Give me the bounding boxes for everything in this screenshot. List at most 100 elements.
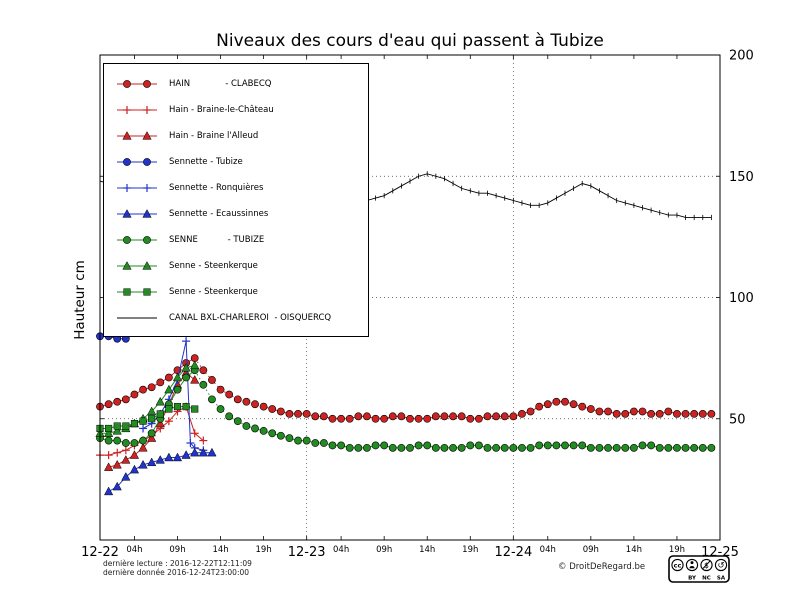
by-icon [685, 558, 699, 572]
data-point-triangle [181, 362, 191, 372]
legend: HAIN - CLABECQ Hain - Braine-le-Château Ha… [103, 63, 369, 337]
data-point-circle [629, 407, 638, 416]
copyright-text: © DroitDeRegard.be [558, 562, 646, 572]
data-point-circle [681, 409, 690, 418]
legend-marker-sample [117, 209, 157, 218]
x-major-tick-label: 12-23 [288, 545, 326, 560]
data-point-circle [311, 412, 320, 421]
data-point-circle [664, 407, 673, 416]
svg-text:$: $ [704, 561, 709, 570]
data-point-circle [518, 443, 526, 452]
data-point-circle [423, 414, 432, 423]
legend-marker-sample [117, 184, 157, 192]
data-point-circle [143, 236, 151, 244]
data-point-circle [143, 80, 151, 88]
data-point-circle [690, 409, 699, 418]
data-point-triangle [112, 459, 122, 469]
data-point-circle [123, 80, 131, 88]
y-axis-label: Hauteur cm [72, 260, 88, 340]
data-point-circle [612, 409, 621, 418]
data-point-triangle [190, 447, 200, 457]
data-point-circle [294, 436, 302, 445]
x-minor-tick-label: 09h [583, 545, 599, 555]
data-point-circle [311, 439, 320, 447]
data-point-triangle [112, 425, 122, 435]
data-point-triangle [138, 459, 148, 469]
data-point-circle [371, 441, 380, 450]
data-point-circle [612, 443, 621, 452]
data-point-circle [363, 443, 371, 452]
data-point-circle [268, 429, 277, 438]
legend-item-label: HAIN - CLABECQ [169, 79, 272, 89]
data-point-circle [586, 405, 595, 413]
data-point-circle [698, 443, 707, 452]
y-tick-label: 50 [729, 412, 746, 427]
data-point-circle [345, 443, 354, 452]
data-point-circle [690, 443, 699, 452]
data-point-triangle [142, 209, 152, 218]
data-point-circle [457, 443, 466, 452]
data-point-circle [586, 443, 595, 452]
data-point-circle [123, 158, 131, 166]
data-point-circle [440, 443, 449, 452]
data-point-circle [302, 409, 311, 418]
data-point-circle [371, 414, 380, 423]
data-point-circle [216, 405, 225, 413]
data-point-circle [569, 441, 578, 450]
legend-item-label: Sennette - Ronquières [169, 183, 264, 193]
data-point-triangle [190, 375, 200, 384]
data-point-circle [354, 443, 363, 452]
license-label: SA [717, 576, 726, 582]
data-point-square [173, 403, 182, 411]
data-point-circle [156, 378, 165, 387]
data-point-circle [483, 412, 492, 421]
data-point-circle [500, 443, 509, 452]
data-point-circle [104, 436, 113, 445]
data-point-circle [647, 441, 656, 450]
data-point-circle [143, 158, 151, 166]
data-point-circle [492, 443, 501, 452]
data-point-circle [698, 409, 707, 418]
data-point-triangle [138, 442, 148, 452]
data-point-circle [466, 414, 475, 423]
x-minor-tick-label: 04h [126, 545, 142, 555]
data-point-circle [294, 409, 302, 418]
data-point-triangle [112, 481, 122, 491]
x-minor-tick-label: 14h [626, 545, 642, 555]
data-point-triangle [207, 447, 217, 457]
data-point-circle [604, 407, 612, 416]
legend-item: CANAL BXL-CHARLEROI - OISQUERCQ [114, 305, 364, 331]
y-tick-label: 200 [729, 49, 754, 64]
data-point-triangle [190, 360, 200, 370]
data-point-triangle [147, 433, 157, 442]
svg-text:↺: ↺ [717, 561, 724, 571]
data-point-circle [345, 414, 354, 423]
data-point-triangle [129, 464, 140, 474]
data-point-circle [113, 397, 122, 406]
legend-item-label: Hain - Braine-le-Château [169, 105, 274, 115]
data-point-circle [173, 385, 182, 394]
legend-item: Sennette - Ecaussinnes [114, 201, 364, 227]
legend-item-label: Senne - Steenkerque [169, 261, 258, 271]
data-point-circle [638, 441, 647, 450]
series-line [272, 432, 712, 449]
license-label: NC [702, 576, 711, 582]
data-point-circle [319, 412, 328, 421]
data-point-square [143, 288, 151, 296]
data-point-circle [139, 436, 147, 445]
data-point-square [123, 288, 131, 296]
legend-marker-sample [117, 131, 157, 140]
data-point-circle [199, 366, 208, 375]
data-point-circle [621, 443, 630, 452]
data-point-circle [569, 400, 578, 409]
data-point-circle [526, 407, 535, 416]
data-point-triangle [155, 396, 165, 406]
data-point-circle [621, 409, 630, 418]
data-point-circle [121, 439, 130, 447]
data-point-circle [354, 412, 363, 421]
data-point-circle [483, 443, 492, 452]
data-point-circle [242, 397, 251, 406]
data-point-circle [276, 407, 285, 416]
legend-marker-sample [117, 80, 157, 88]
data-point-triangle [172, 372, 183, 382]
